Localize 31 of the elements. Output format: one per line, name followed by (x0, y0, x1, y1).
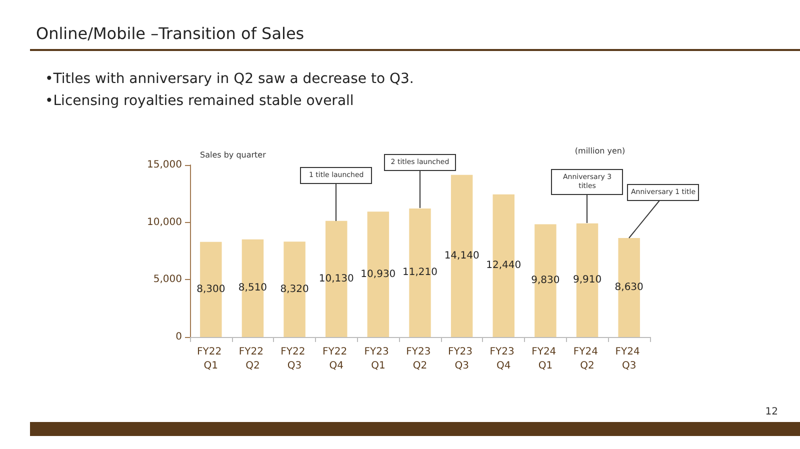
chart-subtitle: •Titles with anniversary in Q2 saw a decrease to Q3. •Licensing royalties remained stable overall (45, 70, 414, 111)
x-tick-label: FY24 Q3 (615, 346, 643, 372)
y-tick-label: 15,000 (147, 160, 182, 170)
data-label: 12,440 (486, 260, 522, 272)
data-label: 8,300 (196, 284, 226, 295)
data-label: 11,210 (402, 267, 438, 278)
x-tick-label: FY23 Q2 (406, 346, 434, 372)
x-tick-label: FY22 Q2 (238, 346, 267, 372)
data-label: 8,630 (614, 282, 644, 294)
data-label: 8,510 (238, 282, 268, 294)
text: 12 (765, 406, 778, 418)
x-tick-label: FY23 Q4 (490, 346, 518, 372)
data-label: 9,830 (531, 275, 560, 286)
x-tick-label: FY22 Q4 (322, 346, 350, 372)
x-tick-label: FY23 Q1 (364, 346, 392, 372)
data-label: 14,140 (444, 250, 480, 262)
x-tick-label: FY22 Q1 (197, 346, 225, 372)
y-tick-label: 0 (176, 332, 182, 342)
y-axis-title: Sales by quarter (200, 150, 267, 160)
y-tick-label: 10,000 (147, 216, 182, 228)
x-tick-label: FY22 Q3 (280, 346, 308, 372)
data-label: 8,320 (280, 284, 309, 295)
x-tick-label: FY23 Q3 (448, 346, 476, 372)
y-tick-label: 5,000 (153, 274, 182, 286)
x-tick-label: FY24 Q1 (532, 346, 560, 372)
x-tick-label: FY24 Q2 (573, 346, 602, 372)
data-label: 9,910 (572, 274, 602, 286)
chart-title: Online/Mobile –Transition of Sales (36, 24, 304, 43)
text: (million yen) (574, 146, 626, 156)
data-label: 10,930 (360, 268, 396, 280)
data-label: 10,130 (318, 273, 354, 284)
